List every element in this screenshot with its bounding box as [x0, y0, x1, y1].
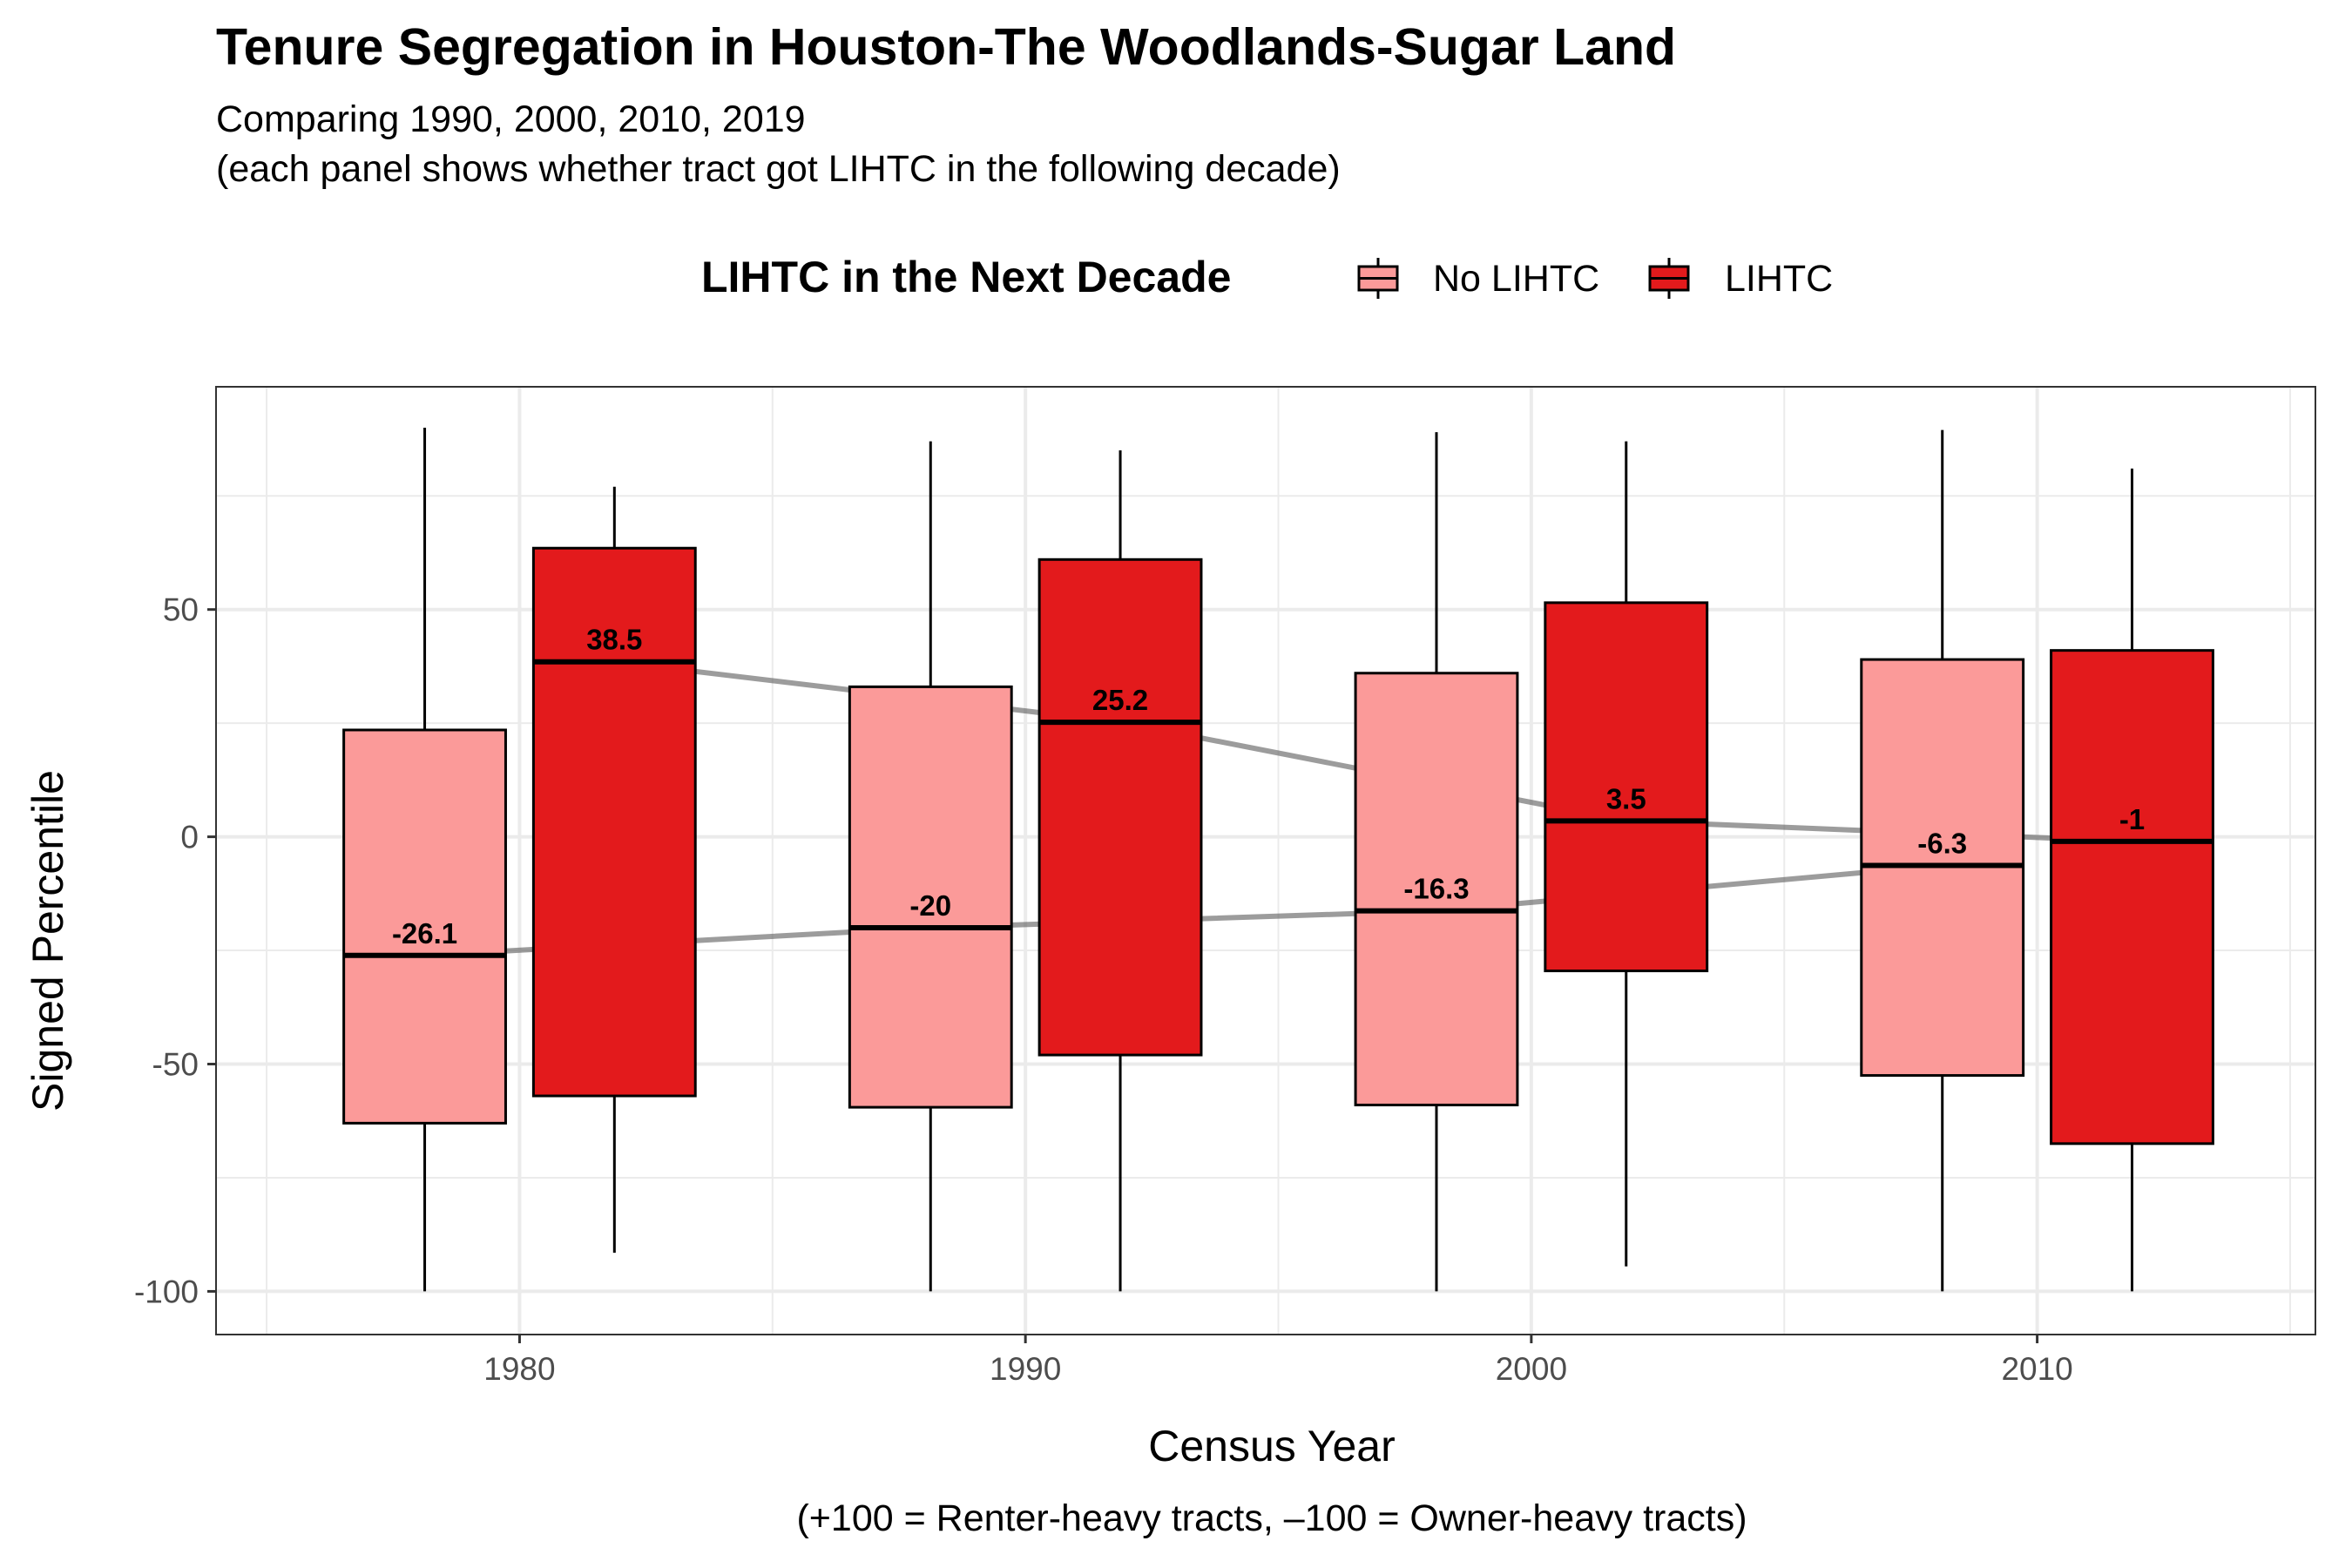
median-label-no-lihtc-1990: -20: [909, 889, 951, 922]
chart-subtitle-line-1: Comparing 1990, 2000, 2010, 2019: [216, 98, 806, 140]
box-iqr: [1354, 672, 1519, 1106]
axis-ticks: -100 -50 0 50 1980 1990 2000 2010: [134, 592, 2073, 1387]
box-lihtc-2000: [1544, 441, 1709, 1267]
box-lihtc-2010: [2050, 468, 2214, 1292]
box-lihtc-1990: [1037, 450, 1203, 1292]
box-iqr: [342, 728, 507, 1125]
median-label-no-lihtc-2010: -6.3: [1917, 827, 1967, 859]
median-labels: -26.1 -20 -16.3 -6.3 38.5 25.2 3.5 -1: [392, 624, 2145, 950]
median-label-no-lihtc-2000: -16.3: [1403, 873, 1469, 905]
median-label-lihtc-1990: 25.2: [1092, 684, 1148, 716]
y-tick-label: -100: [134, 1274, 199, 1309]
box-no-lihtc-1990: [848, 441, 1013, 1292]
x-tick-label: 2010: [2001, 1351, 2072, 1387]
legend-key-no-lihtc: [1357, 258, 1399, 299]
median-label-lihtc-2000: 3.5: [1606, 782, 1646, 814]
y-tick-label: -50: [152, 1047, 199, 1083]
x-tick-label: 2000: [1496, 1351, 1567, 1387]
box-iqr: [848, 685, 1013, 1109]
x-tick-label: 1990: [990, 1351, 1061, 1387]
boxes: [342, 427, 2214, 1292]
box-lihtc-1980: [531, 486, 697, 1254]
legend-key-lihtc: [1648, 258, 1690, 299]
box-iqr: [531, 546, 697, 1098]
plot-panel-border: [215, 386, 2316, 1335]
legend: LIHTC in the Next Decade No LIHTC LIHTC: [701, 253, 1833, 301]
y-tick-label: 50: [163, 592, 199, 628]
box-no-lihtc-2000: [1354, 432, 1519, 1292]
median-label-lihtc-2010: -1: [2119, 803, 2145, 835]
x-axis-title: Census Year: [1148, 1422, 1396, 1470]
box-iqr: [1037, 558, 1203, 1057]
y-tick-label: 0: [180, 820, 199, 855]
x-tick-label: 1980: [483, 1351, 555, 1387]
chart-subtitle-line-2: (each panel shows whether tract got LIHT…: [216, 148, 1341, 190]
legend-label-lihtc: LIHTC: [1725, 258, 1833, 300]
box-iqr: [1544, 601, 1709, 973]
legend-title: LIHTC in the Next Decade: [701, 253, 1231, 301]
median-label-lihtc-1980: 38.5: [586, 624, 642, 656]
legend-label-no-lihtc: No LIHTC: [1433, 258, 1599, 300]
box-no-lihtc-2010: [1860, 429, 2025, 1292]
box-iqr: [2050, 649, 2214, 1146]
box-no-lihtc-1980: [342, 427, 507, 1292]
chart-title: Tenure Segregation in Houston-The Woodla…: [216, 18, 1676, 76]
y-axis-title: Signed Percentile: [24, 770, 72, 1112]
median-label-no-lihtc-1980: -26.1: [392, 917, 457, 950]
chart-caption: (+100 = Renter-heavy tracts, –100 = Owne…: [796, 1497, 1747, 1539]
